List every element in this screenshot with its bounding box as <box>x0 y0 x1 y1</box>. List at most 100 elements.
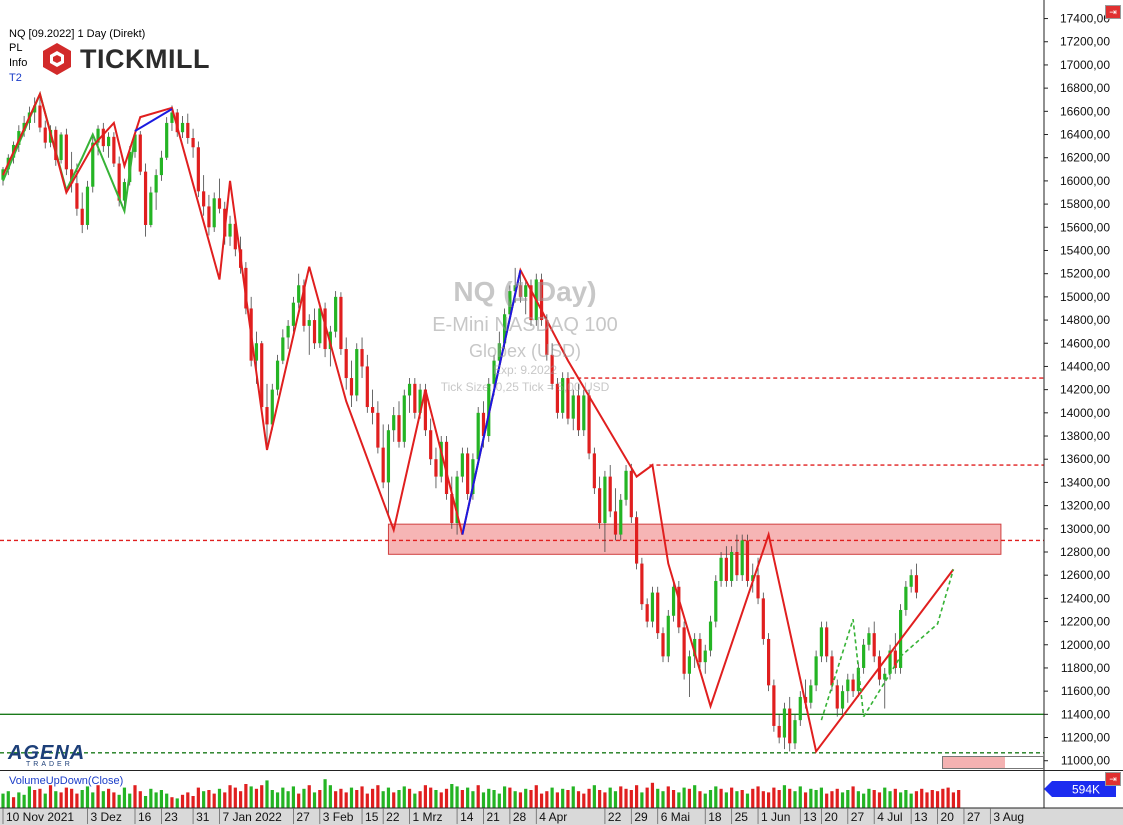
candle-body <box>91 142 95 187</box>
candle-body <box>291 302 295 326</box>
volume-bar <box>149 788 153 808</box>
candle-body <box>682 627 686 674</box>
volume-bar <box>640 792 644 808</box>
candle-body <box>434 459 438 477</box>
x-tick-label: 18 <box>708 810 722 824</box>
zigzag-blue-leg <box>461 269 522 535</box>
candle-body <box>302 285 306 326</box>
volume-bar <box>460 790 464 808</box>
info-label[interactable]: Info <box>9 57 28 69</box>
x-tick-label: 25 <box>735 810 749 824</box>
volume-bar <box>191 796 195 808</box>
t2-label[interactable]: T2 <box>9 72 22 84</box>
volume-bar <box>128 793 132 808</box>
candle-body <box>650 592 655 622</box>
candle-body <box>38 105 42 128</box>
candle-body <box>133 134 137 152</box>
volume-bar <box>223 792 227 808</box>
candle-body <box>159 157 163 176</box>
y-tick-label: 12800,00 <box>1060 545 1110 559</box>
y-tick-label: 13000,00 <box>1060 522 1110 536</box>
candle-body <box>830 656 834 686</box>
volume-indicator-label[interactable]: VolumeUpDown(Close) <box>9 775 124 787</box>
candle-body <box>402 395 406 442</box>
candle-body <box>339 296 343 350</box>
volume-bar <box>450 784 454 808</box>
watermark-exchange: Globex (USD) <box>468 341 582 361</box>
volume-bar <box>244 784 248 808</box>
volume-bar <box>265 780 269 808</box>
volume-bar <box>877 792 882 808</box>
volume-panel-maximize-icon[interactable]: ⇥ <box>1105 772 1121 786</box>
agena-trader-word: TRADER <box>26 761 73 768</box>
candle-body <box>212 198 216 228</box>
volume-bar <box>719 788 723 808</box>
candle-body <box>582 395 586 431</box>
volume-bar <box>492 790 496 808</box>
candle-body <box>730 551 734 581</box>
candle-body <box>397 415 401 442</box>
candle-body <box>840 691 845 709</box>
volume-badge-label: 594K <box>1072 783 1100 797</box>
candle-body <box>872 633 876 657</box>
volume-bar <box>693 785 697 808</box>
volume-bar <box>413 793 417 808</box>
price-axis-background <box>1044 0 1123 825</box>
chart-scroll-thumb[interactable] <box>943 757 1005 768</box>
volume-bar <box>339 788 343 808</box>
volume-badge-bg <box>1044 781 1116 797</box>
volume-bar <box>291 786 295 808</box>
volume-bar <box>122 787 127 808</box>
x-tick-label: 27 <box>851 810 865 824</box>
candle-body <box>217 198 222 209</box>
volume-bar <box>613 791 618 808</box>
y-tick-label: 13400,00 <box>1060 475 1110 489</box>
volume-bar <box>207 790 211 808</box>
y-tick-label: 12200,00 <box>1060 615 1110 629</box>
candle-body <box>909 575 913 587</box>
candle-body <box>107 136 111 147</box>
volume-bar <box>745 793 750 808</box>
volume-bar <box>138 791 142 808</box>
volume-bar <box>476 785 480 808</box>
candle-body <box>138 134 142 172</box>
candle-body <box>745 540 750 581</box>
candle-body <box>429 430 433 460</box>
volume-bar <box>814 790 818 808</box>
volume-bar <box>703 793 707 808</box>
volume-bar <box>545 791 549 808</box>
x-tick-label: 16 <box>138 810 152 824</box>
chart-scroll-box[interactable] <box>942 756 1044 769</box>
volume-bar <box>334 791 338 808</box>
watermark-title: NQ (1 Day) <box>453 276 597 307</box>
candle-body <box>492 360 496 384</box>
volume-bar <box>212 793 216 808</box>
volume-bar <box>957 790 961 808</box>
volume-bar <box>355 790 359 808</box>
pl-label[interactable]: PL <box>9 42 23 54</box>
x-tick-label: 31 <box>196 810 210 824</box>
volume-bar <box>914 791 919 808</box>
x-tick-label: 22 <box>386 810 400 824</box>
candle-body <box>767 638 771 686</box>
y-tick-label: 17000,00 <box>1060 58 1110 72</box>
volume-bar <box>170 797 174 808</box>
volume-bar <box>196 787 200 808</box>
candle-body <box>603 476 607 523</box>
candle-body <box>883 673 887 680</box>
volume-bar <box>714 786 718 808</box>
x-tick-label: 1 Jun <box>761 810 790 824</box>
x-tick-label: 27 <box>967 810 981 824</box>
x-tick-label: 27 <box>296 810 310 824</box>
panel-maximize-icon[interactable]: ⇥ <box>1105 5 1121 19</box>
volume-bar <box>730 787 734 808</box>
volume-bar <box>439 792 443 808</box>
candle-body <box>587 395 591 454</box>
candle-body <box>867 633 871 645</box>
candle-body <box>624 470 628 500</box>
volume-bar <box>228 785 232 808</box>
volume-bar <box>371 788 375 808</box>
volume-bar <box>566 790 570 808</box>
candle-body <box>154 175 158 193</box>
